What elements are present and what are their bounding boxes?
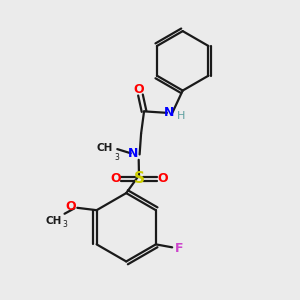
Text: O: O bbox=[110, 172, 121, 185]
Text: H: H bbox=[176, 111, 185, 122]
Text: O: O bbox=[65, 200, 76, 213]
Text: 3: 3 bbox=[114, 153, 119, 162]
Text: S: S bbox=[134, 171, 145, 186]
Text: CH: CH bbox=[97, 142, 113, 153]
Text: O: O bbox=[158, 172, 168, 185]
Text: N: N bbox=[164, 106, 174, 119]
Text: O: O bbox=[134, 82, 144, 96]
Text: 3: 3 bbox=[62, 220, 67, 229]
Text: F: F bbox=[175, 242, 184, 255]
Text: N: N bbox=[128, 147, 138, 160]
Text: CH: CH bbox=[45, 216, 62, 226]
